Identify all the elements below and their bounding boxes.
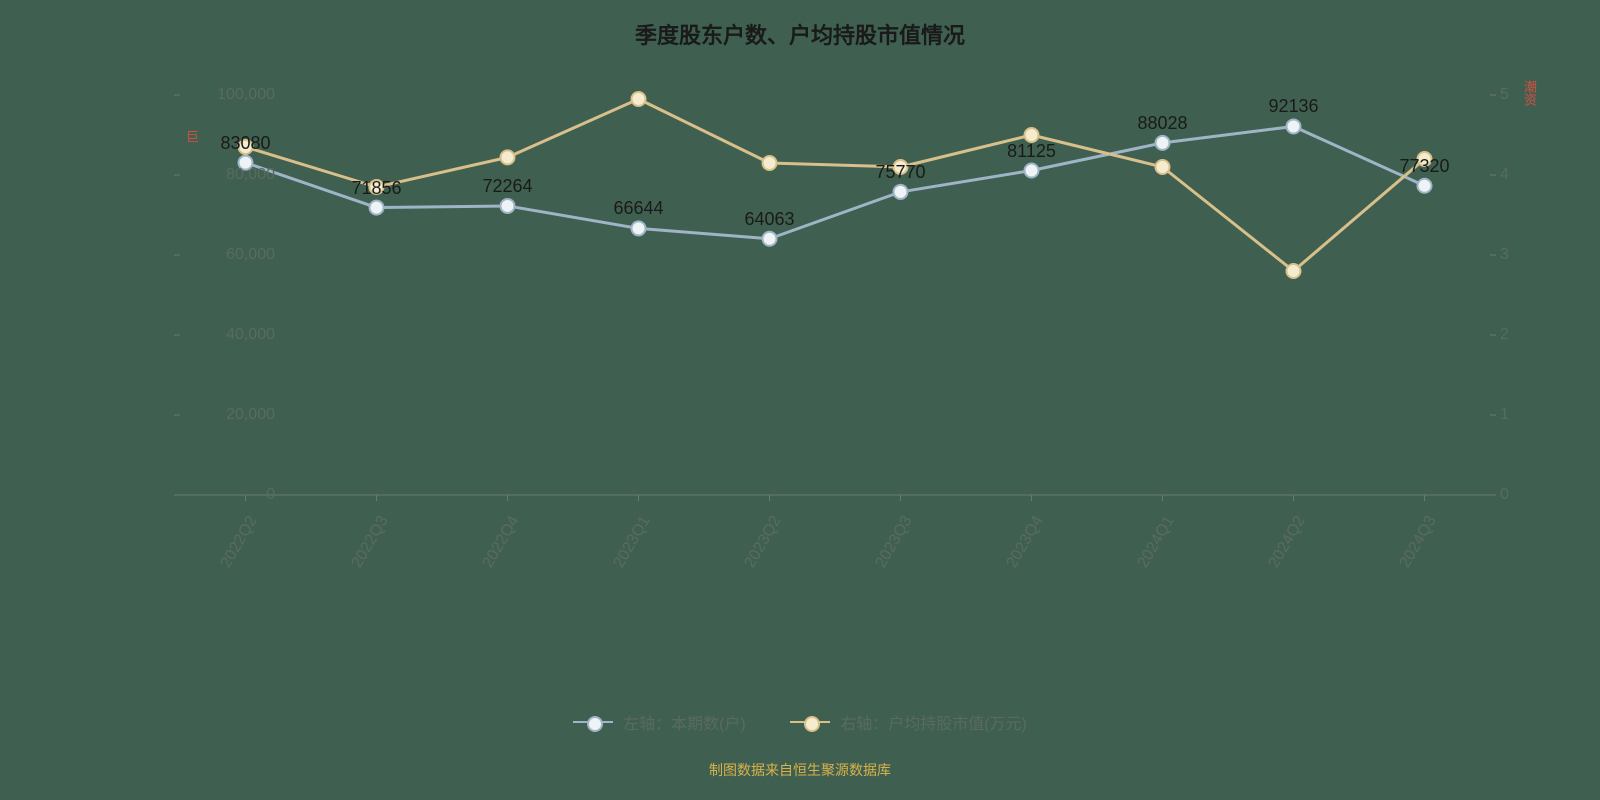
chart-title: 季度股东户数、户均持股市值情况 xyxy=(0,18,1600,50)
x-tick-label: 2023Q3 xyxy=(871,513,917,574)
series-data-label: 64063 xyxy=(744,209,794,230)
x-tick-label: 2023Q2 xyxy=(740,513,786,574)
watermark-left: 巨 xyxy=(182,130,201,143)
legend-item-right: 右轴：户均持股市值(万元) xyxy=(790,710,1027,734)
footer-note: 制图数据来自恒生聚源数据库 xyxy=(0,760,1600,780)
x-tick-label: 2022Q3 xyxy=(347,513,393,574)
x-tick-label: 2023Q1 xyxy=(609,513,655,574)
y-left-tick-label: 0 xyxy=(266,486,275,504)
legend-marker-right-icon xyxy=(804,716,820,732)
x-tick-label: 2024Q2 xyxy=(1264,513,1310,574)
x-tick-label: 2022Q4 xyxy=(478,513,524,574)
series-data-label: 92136 xyxy=(1268,96,1318,117)
series-data-label: 72264 xyxy=(482,176,532,197)
series-data-label: 88028 xyxy=(1137,113,1187,134)
y-right-tick-label: 2 xyxy=(1500,326,1509,344)
y-left-tick-label: 20,000 xyxy=(226,406,275,424)
series-data-label: 75770 xyxy=(875,162,925,183)
series-data-label: 81125 xyxy=(1007,141,1056,162)
legend-label-left: 左轴：本期数(户) xyxy=(623,710,746,734)
legend-swatch-left xyxy=(573,721,613,723)
plot-svg xyxy=(180,95,1490,495)
x-tick-label: 2024Q3 xyxy=(1395,513,1441,574)
legend-swatch-right xyxy=(790,721,830,723)
y-right-tick-label: 3 xyxy=(1500,246,1509,264)
y-right-tick-label: 0 xyxy=(1500,486,1509,504)
y-right-tick-label: 5 xyxy=(1500,86,1509,104)
legend-marker-left-icon xyxy=(587,716,603,732)
y-left-tick-label: 80,000 xyxy=(226,166,275,184)
chart-legend: 左轴：本期数(户) 右轴：户均持股市值(万元) xyxy=(0,710,1600,734)
x-tick-label: 2024Q1 xyxy=(1133,513,1179,574)
series-data-label: 66644 xyxy=(613,198,663,219)
plot-area xyxy=(180,95,1490,495)
y-right-tick-label: 1 xyxy=(1500,406,1509,424)
series-data-label: 83080 xyxy=(220,133,270,154)
series-data-label: 77320 xyxy=(1399,156,1449,177)
y-left-tick-label: 60,000 xyxy=(226,246,275,264)
legend-item-left: 左轴：本期数(户) xyxy=(573,710,746,734)
y-left-tick-label: 100,000 xyxy=(217,86,275,104)
x-tick-label: 2022Q2 xyxy=(216,513,262,574)
watermark-right: 潮资 xyxy=(1520,80,1539,106)
y-left-tick-label: 40,000 xyxy=(226,326,275,344)
series-data-label: 71856 xyxy=(351,178,401,199)
x-tick-label: 2023Q4 xyxy=(1002,513,1048,574)
legend-label-right: 右轴：户均持股市值(万元) xyxy=(840,710,1027,734)
y-right-tick-label: 4 xyxy=(1500,166,1509,184)
